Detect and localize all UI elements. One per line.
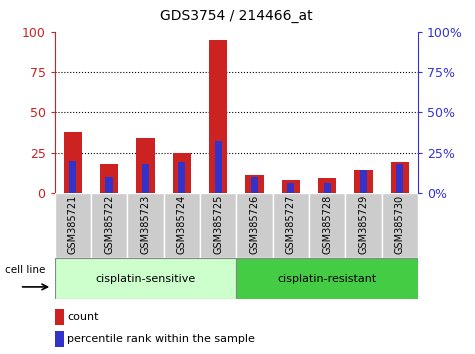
Text: GSM385728: GSM385728 (322, 195, 332, 254)
Bar (282, 180, 300, 193)
Text: GSM385724: GSM385724 (177, 195, 187, 254)
Text: GDS3754 / 214466_at: GDS3754 / 214466_at (160, 9, 313, 23)
Bar (100, 164, 118, 193)
Bar (142, 164, 149, 193)
Bar (127, 193, 163, 258)
Text: percentile rank within the sample: percentile rank within the sample (67, 335, 255, 344)
Bar (360, 170, 367, 193)
Text: GSM385726: GSM385726 (249, 195, 259, 254)
Bar (55, 258, 237, 299)
Bar (163, 193, 200, 258)
Bar (55, 309, 64, 325)
Text: GSM385729: GSM385729 (359, 195, 369, 254)
Bar (318, 178, 336, 193)
Bar (237, 193, 273, 258)
Text: count: count (67, 312, 99, 322)
Bar (287, 183, 294, 193)
Bar (91, 193, 127, 258)
Text: GSM385725: GSM385725 (213, 195, 223, 254)
Text: GSM385722: GSM385722 (104, 195, 114, 254)
Bar (200, 193, 237, 258)
Bar (178, 162, 185, 193)
Text: cisplatin-sensitive: cisplatin-sensitive (95, 274, 196, 284)
Bar (215, 141, 222, 193)
Bar (64, 132, 82, 193)
Bar (246, 175, 264, 193)
Bar (55, 193, 91, 258)
Bar (251, 177, 258, 193)
Bar (105, 177, 113, 193)
Bar (69, 161, 76, 193)
Bar (391, 162, 409, 193)
Bar (273, 193, 309, 258)
Bar (136, 138, 154, 193)
Bar (55, 331, 64, 347)
Bar (354, 170, 372, 193)
Bar (381, 193, 418, 258)
Text: GSM385723: GSM385723 (141, 195, 151, 254)
Bar (209, 40, 227, 193)
Bar (309, 193, 345, 258)
Bar (323, 183, 331, 193)
Bar (396, 164, 403, 193)
Bar (345, 193, 381, 258)
Text: cisplatin-resistant: cisplatin-resistant (277, 274, 377, 284)
Text: GSM385727: GSM385727 (286, 195, 296, 254)
Text: cell line: cell line (5, 265, 45, 275)
Text: GSM385721: GSM385721 (68, 195, 78, 254)
Bar (173, 153, 191, 193)
Bar (237, 258, 418, 299)
Text: GSM385730: GSM385730 (395, 195, 405, 254)
